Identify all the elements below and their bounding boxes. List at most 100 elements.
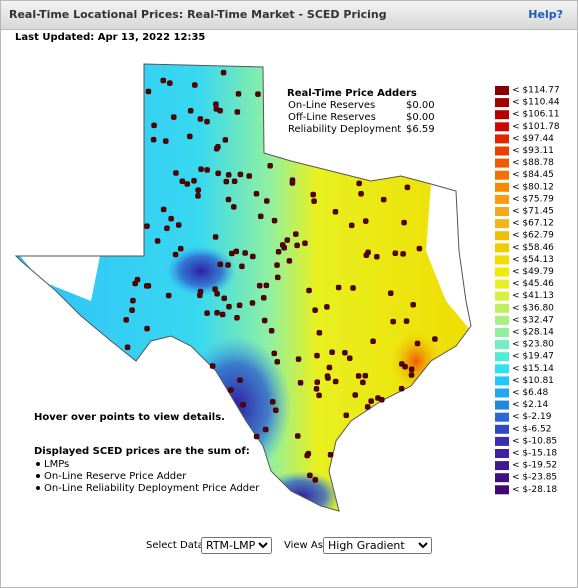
settlement-point (123, 317, 129, 323)
legend-swatch (495, 364, 509, 374)
settlement-point (269, 399, 276, 405)
settlement-point (225, 172, 232, 178)
settlement-point (314, 379, 321, 385)
settlement-point (294, 242, 300, 249)
legend-swatch (495, 243, 509, 253)
settlement-point (145, 88, 152, 95)
settlement-point (175, 222, 182, 228)
legend-label: < $75.79 (512, 194, 554, 204)
settlement-point (231, 204, 237, 210)
legend-label: < $110.44 (512, 98, 560, 108)
settlement-point (144, 325, 150, 332)
settlement-point (237, 171, 244, 178)
legend-label: < $45.46 (512, 279, 554, 289)
settlement-point (312, 307, 318, 313)
legend-swatch (495, 291, 509, 301)
settlement-point (297, 380, 304, 386)
legend-swatch (495, 473, 509, 483)
settlement-point (314, 352, 320, 359)
settlement-point (204, 118, 210, 125)
legend-swatch (495, 255, 509, 265)
settlement-point (226, 303, 232, 310)
settlement-point (368, 398, 374, 404)
settlement-point (307, 472, 313, 479)
view-as-label: View As (284, 540, 323, 551)
legend-label: < $10.81 (512, 376, 554, 386)
legend-label: < $-2.19 (512, 412, 552, 422)
settlement-point (379, 397, 385, 403)
settlement-point (326, 364, 333, 371)
settlement-point (289, 180, 296, 186)
settlement-point (214, 291, 220, 297)
settlement-point (240, 402, 246, 408)
legend-label: < $106.11 (512, 110, 560, 120)
settlement-point (286, 258, 293, 264)
settlement-point (150, 136, 157, 143)
settlement-point (261, 295, 267, 301)
bullet (36, 486, 40, 490)
adder-label: Off-Line Reserves (288, 112, 376, 123)
settlement-point (408, 366, 415, 373)
settlement-point (236, 302, 243, 309)
settlement-point (306, 287, 312, 294)
settlement-point (212, 234, 219, 240)
adder-label: Reliability Deployment (288, 124, 401, 135)
view-as[interactable]: High Gradient (323, 537, 432, 554)
settlement-point (246, 173, 252, 179)
legend-swatch (495, 352, 509, 362)
legend-label: < $49.79 (512, 267, 554, 277)
settlement-point (279, 242, 286, 248)
settlement-point (177, 245, 184, 252)
settlement-point (274, 359, 281, 365)
legend-swatch (495, 328, 509, 337)
settlement-point (256, 282, 263, 289)
legend-label: < $28.14 (512, 328, 554, 338)
settlement-point (160, 77, 167, 84)
settlement-point (249, 300, 256, 306)
settlement-point (215, 170, 221, 177)
settlement-point (355, 373, 362, 379)
settlement-point (324, 304, 330, 310)
legend-swatch (495, 376, 509, 386)
help-link[interactable]: Help? (528, 8, 563, 21)
legend-swatch (495, 110, 509, 120)
adder-value: $0.00 (406, 112, 435, 123)
settlement-point (163, 138, 169, 144)
settlement-point (400, 251, 406, 257)
settlement-point (213, 145, 220, 152)
legend-label: < $15.14 (512, 364, 554, 374)
settlement-point (130, 297, 136, 304)
settlement-point (217, 261, 224, 268)
legend-swatch (495, 412, 509, 422)
settlement-point (363, 252, 370, 258)
legend-swatch (495, 207, 509, 216)
legend-label: < $41.13 (512, 291, 554, 301)
legend-label: < $114.77 (512, 86, 560, 96)
settlement-point (173, 170, 179, 176)
settlement-point (295, 356, 302, 362)
settlement-point (356, 180, 362, 187)
legend-swatch (495, 231, 509, 241)
settlement-point (151, 122, 157, 129)
legend-label: < $62.79 (512, 231, 554, 241)
settlement-point (213, 101, 219, 107)
header-bar: Real-Time Locational Prices: Real-Time M… (1, 1, 577, 30)
legend-label: < $80.12 (512, 182, 554, 192)
adder-value: $0.00 (406, 100, 435, 111)
settlement-point (310, 191, 316, 198)
select-data[interactable]: RTM-LMP (201, 537, 272, 554)
legend-label: < $84.45 (512, 170, 554, 180)
legend-swatch (495, 485, 509, 495)
settlement-points (123, 69, 438, 483)
settlement-point (398, 385, 405, 392)
legend-label: < $-28.18 (512, 485, 557, 495)
legend-label: < $-10.85 (512, 436, 557, 446)
legend-label: < $-23.85 (512, 473, 557, 483)
settlement-point (284, 237, 291, 243)
settlement-point (179, 178, 186, 185)
settlement-point (352, 392, 358, 398)
adders-title: Real-Time Price Adders (287, 88, 417, 99)
settlement-point (392, 250, 399, 256)
settlement-point (387, 290, 394, 296)
adder-value: $6.59 (406, 124, 435, 135)
